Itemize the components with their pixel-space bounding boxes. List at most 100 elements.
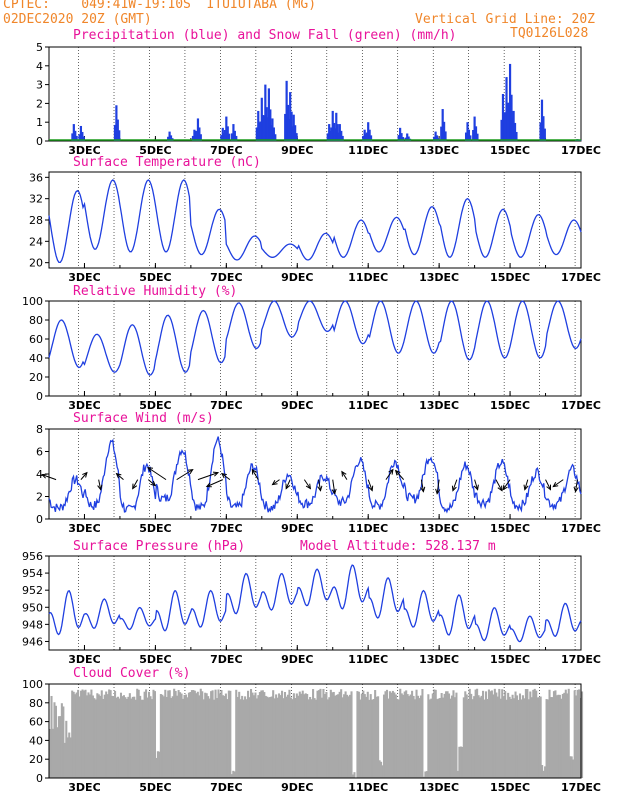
cloud-bar xyxy=(56,727,59,778)
cloud-bar xyxy=(145,689,148,778)
precip-bar xyxy=(118,130,121,141)
wind-vector-arrow xyxy=(41,474,57,481)
cloud-bar xyxy=(312,689,315,778)
cloud-bar xyxy=(461,746,464,778)
wind-vector-arrow xyxy=(452,479,458,491)
cloud-bar xyxy=(538,697,541,778)
cloud-bar xyxy=(419,695,422,778)
cloud-bar xyxy=(254,692,257,778)
cloud-bar xyxy=(347,696,350,778)
cloud-bar xyxy=(387,698,390,778)
cloud-bar xyxy=(424,771,427,778)
precip-bar xyxy=(341,135,344,141)
cloud-bar xyxy=(445,691,448,778)
cloud-bar xyxy=(118,698,121,778)
wind-vector-arrowhead xyxy=(271,479,278,486)
cloud-bar xyxy=(442,697,445,778)
cloud-bar xyxy=(210,691,213,778)
cloud-bar xyxy=(351,774,355,778)
precip-bar xyxy=(235,135,238,141)
cloud-bar xyxy=(416,695,420,778)
cloud-bar xyxy=(249,688,253,778)
cloud-bar xyxy=(570,756,573,778)
precip-bar xyxy=(225,116,228,141)
cloud-bar xyxy=(428,699,431,778)
precip-bar xyxy=(397,135,400,141)
cloud-bar xyxy=(436,699,439,778)
cloud-bar xyxy=(179,692,182,778)
precip-y-tick-label: 4 xyxy=(36,60,43,73)
wind-vector-arrow xyxy=(116,473,124,481)
temperature-x-tick-label: 5DEC xyxy=(139,271,171,284)
cloud-bar xyxy=(430,698,433,778)
wind-vector-arrowhead xyxy=(435,488,441,495)
cloud-bar xyxy=(140,699,143,778)
wind-title: Surface Wind (m/s) xyxy=(73,411,214,426)
cloud-bar xyxy=(479,697,482,778)
cloud-bar xyxy=(335,694,338,778)
cloud-bar xyxy=(142,699,145,778)
cloud-bar xyxy=(162,696,165,778)
precip-bar xyxy=(74,130,77,141)
cloud-bar xyxy=(545,699,548,778)
pressure-x-tick-label: 11DEC xyxy=(348,653,388,666)
precip-bar xyxy=(512,110,515,141)
cloud-bar xyxy=(294,697,297,778)
cloud-bar xyxy=(396,698,399,778)
cloud-bar xyxy=(496,696,499,778)
precip-bar xyxy=(287,119,290,141)
cloud-bar xyxy=(278,693,281,778)
cloud-x-tick-label: 3DEC xyxy=(68,781,100,794)
precip-bar xyxy=(510,94,513,141)
pressure-y-tick-label: 954 xyxy=(22,567,43,580)
humidity-x-tick-label: 9DEC xyxy=(281,399,313,412)
cloud-x-tick-label: 13DEC xyxy=(419,781,459,794)
pressure-x-tick-label: 3DEC xyxy=(68,653,100,666)
cloud-bar xyxy=(533,688,536,778)
cloud-bar xyxy=(189,692,192,778)
cloud-bar xyxy=(119,692,123,778)
cloud-bar xyxy=(313,698,316,778)
cloud-bar xyxy=(127,696,130,778)
wind-vector-arrowhead xyxy=(523,484,529,491)
cloud-bar xyxy=(554,690,557,778)
cloud-bar xyxy=(63,742,66,778)
cloud-bar xyxy=(551,697,554,778)
precip-bar xyxy=(363,129,366,141)
cloud-bar xyxy=(112,696,115,778)
wind-vector-arrow xyxy=(272,479,280,486)
cloud-bar xyxy=(309,696,312,778)
cloud-bar xyxy=(490,690,493,778)
wind-vector-arrow xyxy=(552,479,564,488)
precip-bar xyxy=(474,126,478,141)
cloud-bar xyxy=(343,694,346,778)
cloud-bar xyxy=(332,691,335,778)
cloud-bar xyxy=(300,693,303,778)
precip-bar xyxy=(365,132,368,141)
cloud-bar xyxy=(462,697,465,778)
precip-bar xyxy=(233,130,236,141)
precip-bar xyxy=(508,63,512,141)
humidity-x-tick-label: 7DEC xyxy=(210,399,242,412)
cloud-bar xyxy=(153,691,156,778)
station-label: ITUIUTABA (MG) xyxy=(206,0,317,12)
precip-bar xyxy=(337,133,340,141)
cloud-bar xyxy=(480,695,483,778)
run-label: 02DEC2020 20Z (GMT) xyxy=(3,12,152,27)
cloud-bar xyxy=(133,696,136,778)
precip-y-tick-label: 2 xyxy=(36,97,43,110)
cloud-bar xyxy=(558,694,561,778)
precip-bar xyxy=(476,133,479,141)
cloud-bar xyxy=(465,694,468,778)
cloud-bar xyxy=(406,694,409,778)
precip-bar xyxy=(78,134,81,141)
wind-vector-arrowhead xyxy=(285,483,291,490)
precip-bar xyxy=(504,112,507,141)
precip-bar xyxy=(193,129,196,141)
precip-bar xyxy=(262,115,266,141)
cloud-bar xyxy=(365,696,368,778)
cloud-bar xyxy=(405,690,408,778)
pressure-x-tick-label: 15DEC xyxy=(490,653,530,666)
cloud-bar xyxy=(173,688,176,778)
cloud-bar xyxy=(85,695,89,778)
